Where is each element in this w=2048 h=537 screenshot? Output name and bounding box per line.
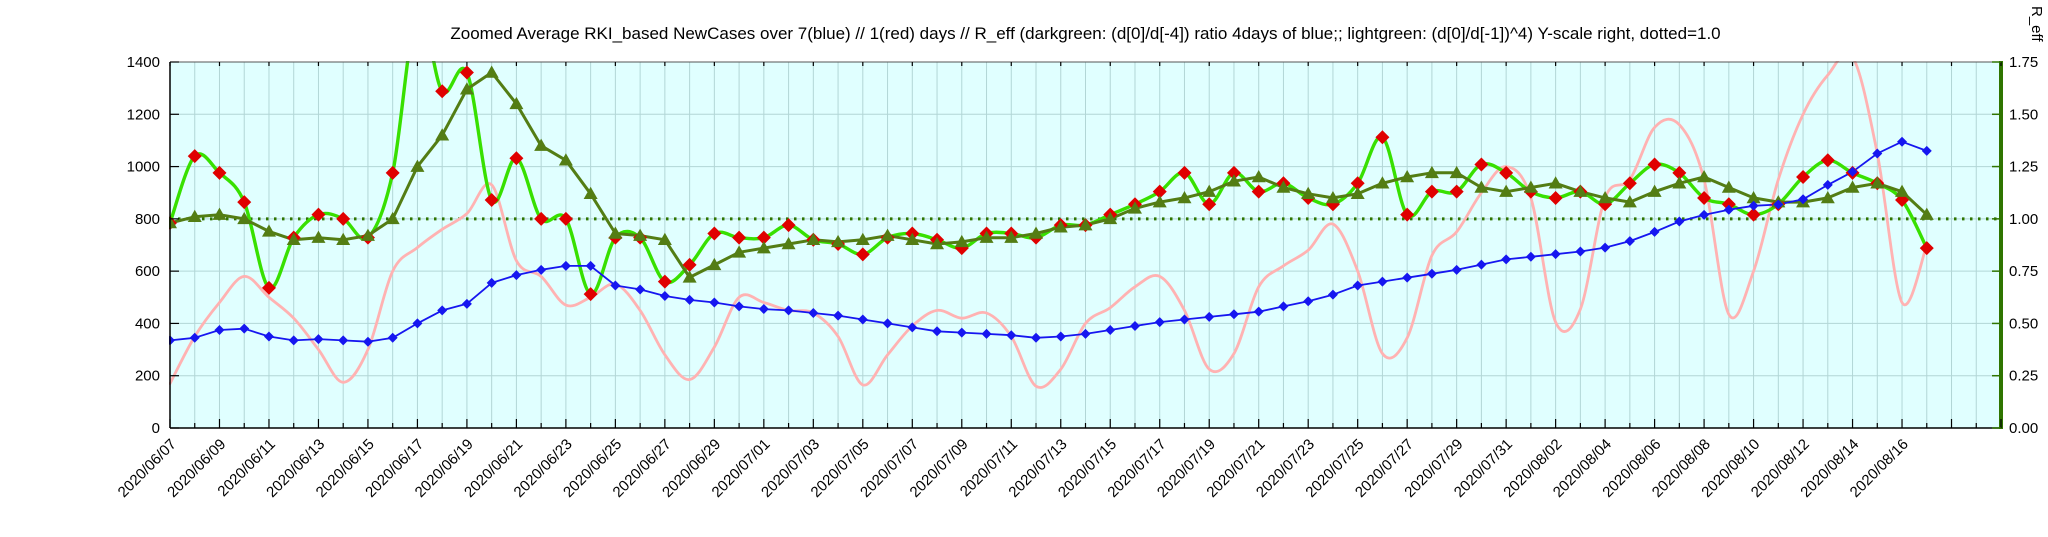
- svg-text:1000: 1000: [127, 159, 160, 176]
- right-axis-title: R_eff: [2028, 6, 2045, 42]
- x-tick-labels: 2020/06/072020/06/092020/06/112020/06/13…: [115, 436, 1912, 501]
- chart-title: Zoomed Average RKI_based NewCases over 7…: [450, 24, 1721, 43]
- svg-text:600: 600: [135, 263, 160, 280]
- svg-text:0.00: 0.00: [2009, 420, 2038, 437]
- svg-text:1.25: 1.25: [2009, 159, 2038, 176]
- svg-text:1.00: 1.00: [2009, 211, 2038, 228]
- svg-text:400: 400: [135, 315, 160, 332]
- svg-text:0.50: 0.50: [2009, 315, 2038, 332]
- svg-text:0.75: 0.75: [2009, 263, 2038, 280]
- right-tick-labels: 0.00 0.25 0.50 0.75 1.00 1.25 1.50 1.75: [2009, 54, 2038, 437]
- svg-text:1.75: 1.75: [2009, 54, 2038, 71]
- svg-text:800: 800: [135, 211, 160, 228]
- svg-text:1.50: 1.50: [2009, 106, 2038, 123]
- series-newcases-1day-pink-line: [169, 61, 1929, 389]
- svg-text:1400: 1400: [127, 54, 160, 71]
- series-newcases-7day-avg-blue-line: [169, 140, 1928, 343]
- svg-text:200: 200: [135, 368, 160, 385]
- svg-text:0: 0: [152, 420, 160, 437]
- right-axis-ticks: [1992, 61, 2001, 429]
- left-tick-labels: 0 200 400 600 800 1000 1200 1400: [127, 54, 160, 437]
- svg-text:1200: 1200: [127, 106, 160, 123]
- axis-ticks: [169, 61, 2002, 429]
- svg-text:0.25: 0.25: [2009, 368, 2038, 385]
- series-reff-4day-darkgreen-line: [169, 71, 1929, 279]
